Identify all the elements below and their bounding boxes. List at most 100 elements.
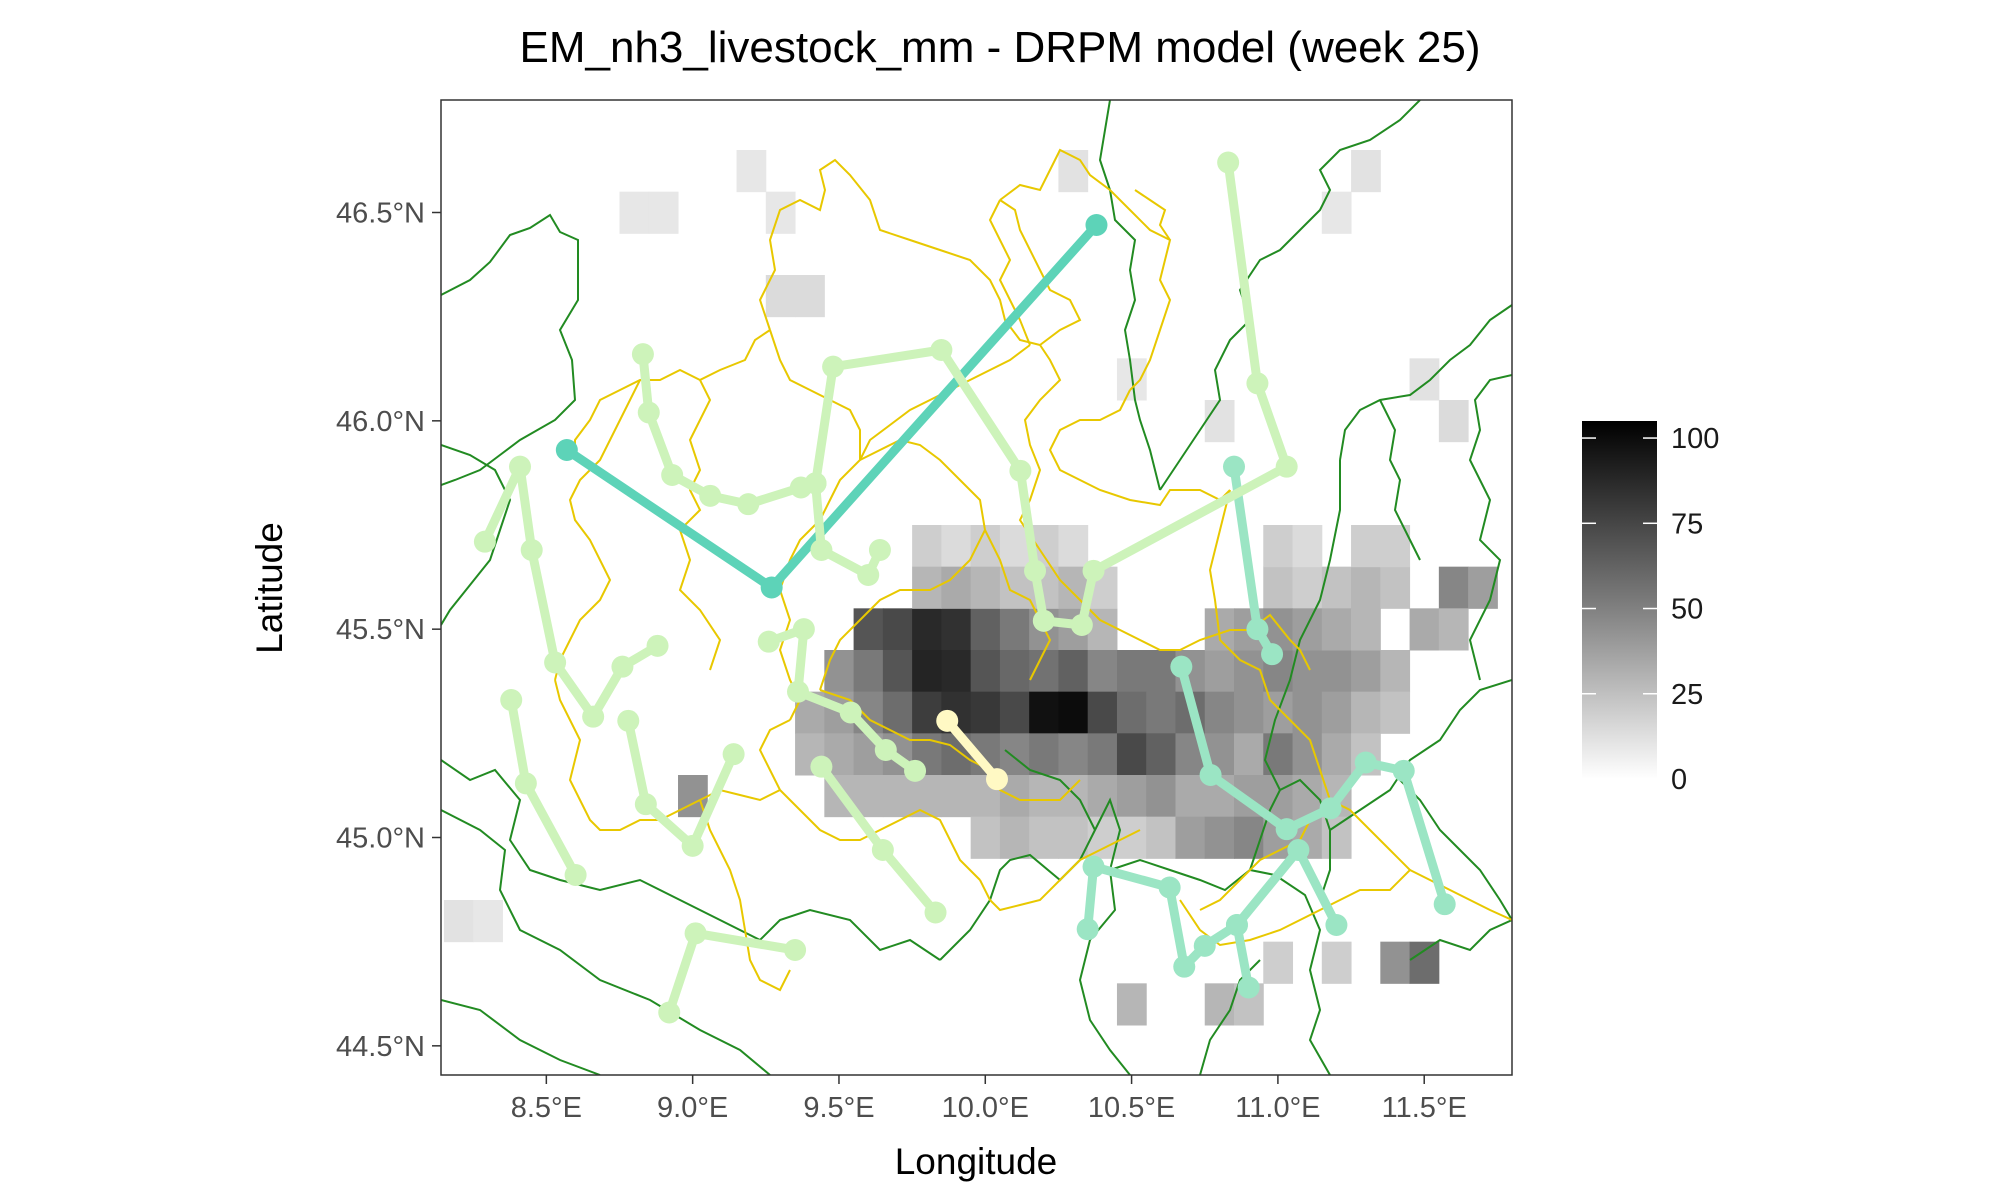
- heatmap-cell: [824, 650, 855, 693]
- station-point: [1032, 609, 1055, 632]
- station-point: [1223, 455, 1246, 478]
- station-point: [582, 705, 605, 728]
- heatmap-cell: [912, 525, 942, 568]
- station-point: [985, 768, 1008, 791]
- heatmap-cell: [1087, 733, 1118, 776]
- outer-boundary: [1329, 679, 1512, 831]
- station-cluster: [555, 214, 1108, 599]
- station-point: [509, 455, 532, 478]
- station-point: [868, 539, 891, 561]
- x-tick-label: 9.5°E: [803, 1092, 874, 1124]
- station-point: [804, 472, 827, 495]
- station-point: [1024, 559, 1047, 582]
- outer-boundary: [1409, 919, 1512, 961]
- station-point: [473, 530, 496, 553]
- station-point: [936, 709, 959, 732]
- station-point: [1354, 751, 1377, 774]
- heatmap-cell: [882, 775, 913, 818]
- station-point: [1287, 839, 1310, 861]
- heatmap-cell: [1234, 816, 1264, 859]
- heatmap-cell: [1321, 941, 1352, 984]
- heatmap-cell: [1321, 691, 1352, 734]
- y-tick-label: 45.5°N: [336, 614, 425, 646]
- station-cluster: [500, 689, 587, 886]
- station-point: [924, 901, 947, 924]
- y-tick-label: 45.0°N: [336, 823, 425, 855]
- station-point: [637, 401, 660, 424]
- heatmap-cell: [912, 775, 942, 818]
- station-point: [1082, 855, 1105, 878]
- heatmap-cell: [1029, 775, 1059, 818]
- station-point: [784, 939, 807, 961]
- heatmap-cell: [1351, 608, 1381, 651]
- heatmap-cell: [999, 650, 1030, 693]
- station-point: [1325, 914, 1348, 936]
- station-point: [1170, 655, 1193, 678]
- heatmap-cell: [443, 900, 474, 943]
- heatmap-cell: [970, 608, 1001, 651]
- heatmap-cell: [1058, 525, 1089, 568]
- outer-boundary: [1004, 749, 1096, 831]
- station-point: [617, 709, 640, 732]
- heatmap-cell: [970, 650, 1001, 693]
- station-point: [544, 651, 567, 674]
- heatmap-cell: [1058, 691, 1089, 734]
- heatmap-cell: [999, 816, 1030, 859]
- heatmap-cell: [1380, 691, 1411, 734]
- heatmap-cell: [1321, 733, 1352, 776]
- station-point: [1193, 934, 1216, 957]
- station-point: [810, 539, 833, 561]
- heatmap-cell: [1146, 775, 1176, 818]
- chart-title: EM_nh3_livestock_mm - DRPM model (week 2…: [520, 23, 1481, 72]
- station-point: [839, 701, 862, 724]
- heatmap-cell: [853, 608, 884, 651]
- heatmap-cell: [795, 275, 825, 318]
- inner-boundary: [758, 158, 1311, 671]
- station-point: [1225, 914, 1248, 936]
- y-axis: 44.5°N 45.0°N 45.5°N 46.0°N 46.5°N: [336, 198, 441, 1063]
- heatmap-cell: [1292, 566, 1323, 609]
- heatmap-cell: [1380, 941, 1411, 984]
- heatmap-cell: [1321, 650, 1352, 693]
- colorbar-ticks: 0 25 50 75 100: [1582, 423, 1719, 796]
- y-tick-label: 46.5°N: [336, 198, 425, 230]
- heatmap-cell: [999, 691, 1030, 734]
- heatmap-cell: [1058, 650, 1089, 693]
- heatmap-cell: [912, 566, 942, 609]
- heatmap-cell: [1204, 691, 1235, 734]
- station-cluster: [658, 922, 807, 1024]
- inner-boundary: [699, 799, 791, 992]
- heatmap-cell: [970, 816, 1001, 859]
- heatmap-cell: [765, 191, 796, 234]
- station-link: [623, 716, 739, 851]
- heatmap-cell: [1116, 983, 1147, 1026]
- inner-boundary: [1059, 829, 1141, 881]
- heatmap-cell: [1380, 566, 1411, 609]
- inner-boundary: [1179, 799, 1412, 947]
- outer-boundary: [1399, 779, 1512, 921]
- heatmap-cell: [1204, 816, 1235, 859]
- heatmap-cell: [1263, 566, 1294, 609]
- station-point: [661, 464, 684, 486]
- heatmap-cell: [999, 525, 1030, 568]
- inner-boundary: [554, 379, 641, 681]
- station-point: [1217, 151, 1240, 174]
- station-point: [810, 755, 833, 778]
- heatmap-cell: [1029, 733, 1059, 776]
- heatmap-cell: [1321, 816, 1352, 859]
- heatmap-cell: [473, 900, 503, 943]
- station-link: [942, 716, 1002, 784]
- inner-boundary: [758, 719, 981, 881]
- station-point: [611, 655, 634, 678]
- heatmap-cell: [853, 650, 884, 693]
- x-tick-label: 10.0°E: [942, 1092, 1029, 1124]
- station-point: [684, 922, 707, 945]
- heatmap-cell: [1292, 733, 1323, 776]
- station-link: [638, 349, 885, 580]
- inner-boundary: [819, 438, 987, 691]
- heatmap-cell: [1116, 733, 1147, 776]
- panel-border: [440, 99, 1513, 1076]
- station-cluster: [936, 709, 1008, 791]
- heatmap-cell: [1234, 650, 1264, 693]
- heatmap-cell: [1204, 983, 1235, 1026]
